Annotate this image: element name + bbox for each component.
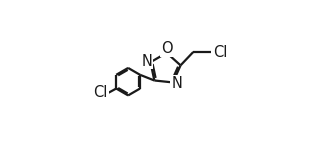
Text: N: N xyxy=(171,76,182,91)
Text: Cl: Cl xyxy=(94,85,108,100)
Text: N: N xyxy=(142,54,152,68)
Text: O: O xyxy=(161,41,173,56)
Text: Cl: Cl xyxy=(214,45,228,60)
